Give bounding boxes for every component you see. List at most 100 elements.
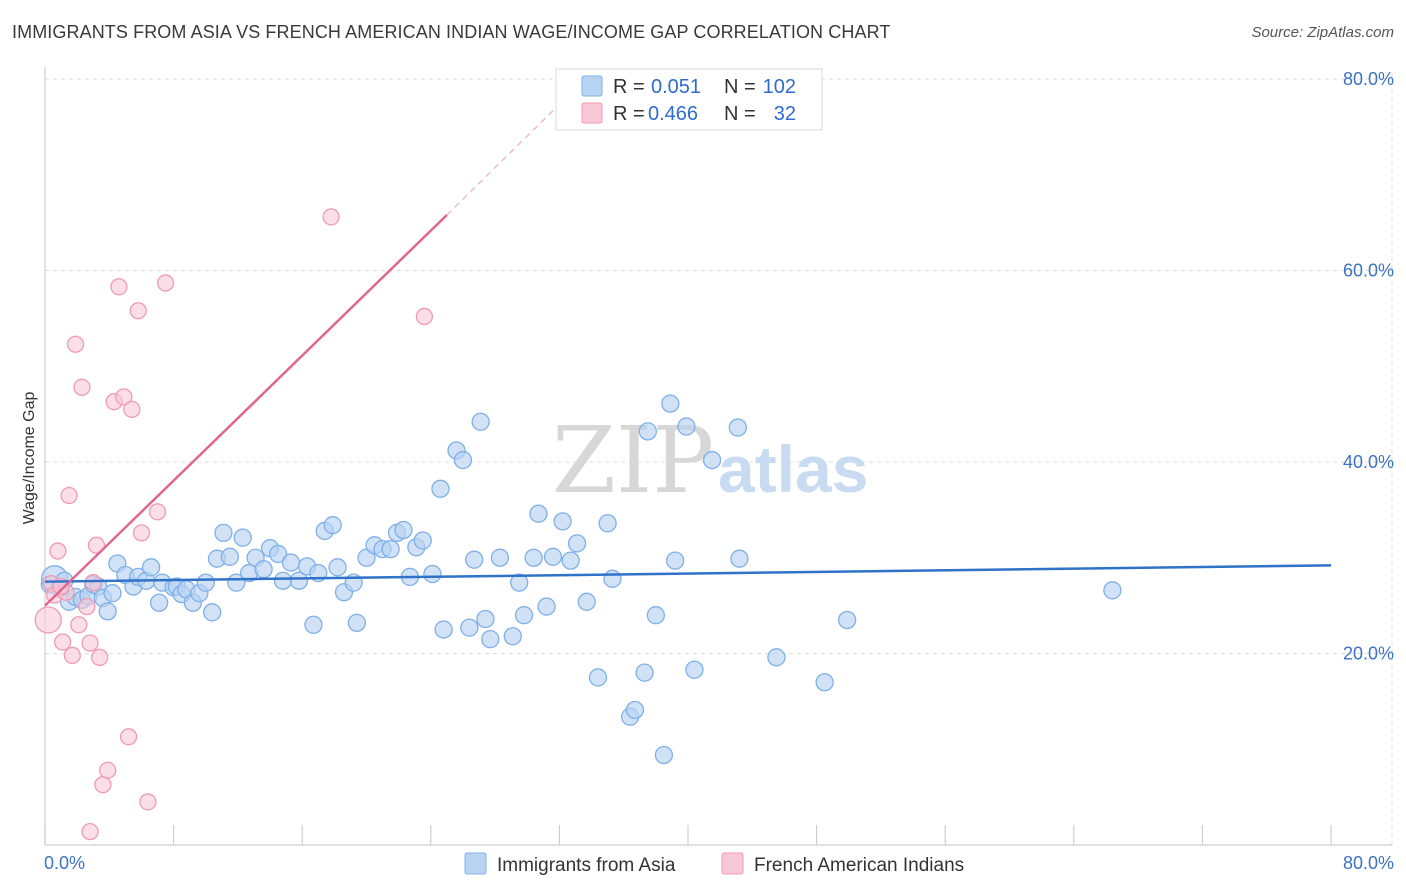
legend-swatch-asia (464, 852, 487, 875)
point-asia-99 (815, 673, 834, 692)
tick-labels: 20.0% 40.0% 60.0% 80.0% 0.0% 80.0% (44, 69, 1394, 873)
point-french-11 (78, 597, 96, 616)
y-tick-label-1: 40.0% (1343, 452, 1394, 472)
stats-n-value-1: 102 (763, 76, 796, 98)
point-asia-96 (728, 418, 747, 437)
point-asia-31 (220, 547, 240, 566)
stats-n-label-1: N = (724, 76, 756, 98)
point-french-23 (129, 302, 147, 320)
point-asia-69 (481, 629, 500, 649)
point-french-19 (110, 278, 128, 296)
point-french-6 (60, 486, 78, 505)
point-french-15 (91, 648, 109, 666)
y-tick-label-3: 80.0% (1343, 69, 1394, 89)
legend-swatch-french (721, 852, 744, 875)
point-asia-70 (490, 548, 510, 567)
point-asia-91 (661, 394, 680, 413)
point-french-14 (87, 536, 106, 554)
point-asia-30 (214, 523, 233, 543)
point-asia-64 (453, 450, 473, 470)
point-asia-50 (347, 613, 367, 633)
stats-r-label-1: R = (613, 76, 645, 98)
point-french-30 (415, 307, 434, 326)
axes (44, 67, 1392, 846)
trend-lines (44, 88, 1332, 607)
point-asia-78 (553, 512, 572, 531)
point-asia-11 (98, 602, 117, 621)
point-asia-81 (577, 592, 596, 611)
point-french-13 (84, 573, 102, 592)
point-asia-60 (423, 564, 442, 584)
point-asia-62 (434, 620, 453, 639)
point-french-9 (70, 616, 88, 634)
point-asia-36 (254, 560, 273, 579)
stats-n-label-2: N = (724, 103, 756, 125)
point-asia-28 (203, 603, 222, 622)
y-axis-title: Wage/Income Gap (21, 392, 38, 525)
point-french-22 (123, 400, 141, 418)
point-french-25 (139, 793, 157, 811)
point-asia-43 (304, 615, 323, 634)
point-asia-83 (598, 514, 617, 533)
legend-label-asia: Immigrants from Asia (497, 855, 676, 876)
point-asia-95 (702, 450, 722, 470)
x-tick-label-0: 0.0% (44, 853, 85, 873)
point-asia-12 (103, 584, 122, 603)
point-asia-61 (431, 479, 450, 498)
y-tick-label-0: 20.0% (1343, 644, 1394, 664)
point-asia-68 (476, 609, 495, 629)
point-asia-98 (767, 648, 786, 667)
stats-r-value-2: 0.466 (648, 103, 698, 125)
point-asia-80 (567, 534, 587, 553)
point-asia-59 (413, 531, 432, 550)
point-asia-40 (281, 553, 301, 572)
point-french-3 (49, 542, 67, 560)
chart-source: Source: ZipAtlas.com (1251, 24, 1394, 41)
y-tick-label-2: 60.0% (1343, 261, 1394, 281)
point-asia-93 (677, 417, 696, 436)
point-asia-38 (268, 544, 288, 564)
trend-line-french (44, 214, 448, 607)
point-french-8 (66, 335, 85, 353)
point-french-4 (54, 633, 72, 651)
point-asia-94 (685, 660, 704, 679)
trend-line-french-extension (446, 88, 576, 216)
point-asia-100 (837, 610, 857, 630)
stats-r-label-2: R = (613, 103, 645, 125)
point-asia-97 (730, 549, 749, 568)
point-asia-56 (394, 520, 413, 540)
x-tick-label-1: 80.0% (1343, 853, 1394, 873)
point-french-10 (73, 378, 91, 396)
point-asia-82 (588, 668, 608, 687)
point-asia-65 (460, 618, 479, 637)
watermark-atlas: atlas (718, 432, 868, 506)
point-asia-89 (646, 606, 665, 625)
point-asia-84 (603, 569, 622, 588)
stats-swatch-french (581, 102, 603, 124)
stats-n-value-2: 32 (774, 103, 796, 125)
point-asia-88 (638, 422, 657, 441)
point-french-0 (34, 606, 62, 634)
point-french-21 (119, 728, 138, 746)
point-asia-39 (273, 571, 293, 590)
legend-label-french: French American Indians (754, 855, 964, 876)
point-asia-71 (503, 627, 522, 646)
point-french-20 (115, 388, 133, 406)
point-french-17 (99, 761, 117, 779)
point-asia-67 (471, 412, 490, 431)
point-asia-87 (635, 663, 654, 682)
gridlines (45, 73, 1393, 845)
chart-title: IMMIGRANTS FROM ASIA VS FRENCH AMERICAN … (12, 22, 891, 42)
point-french-29 (322, 208, 340, 226)
point-asia-73 (514, 606, 534, 625)
point-asia-66 (465, 550, 484, 569)
point-asia-86 (625, 700, 645, 720)
point-french-24 (132, 524, 151, 542)
point-french-28 (81, 822, 99, 841)
point-asia-74 (524, 548, 543, 567)
point-asia-77 (543, 547, 563, 566)
point-asia-33 (233, 528, 252, 547)
stats-box: R = 0.051 N = 102 R = 0.466 N = 32 (555, 68, 823, 131)
point-french-12 (81, 634, 99, 652)
